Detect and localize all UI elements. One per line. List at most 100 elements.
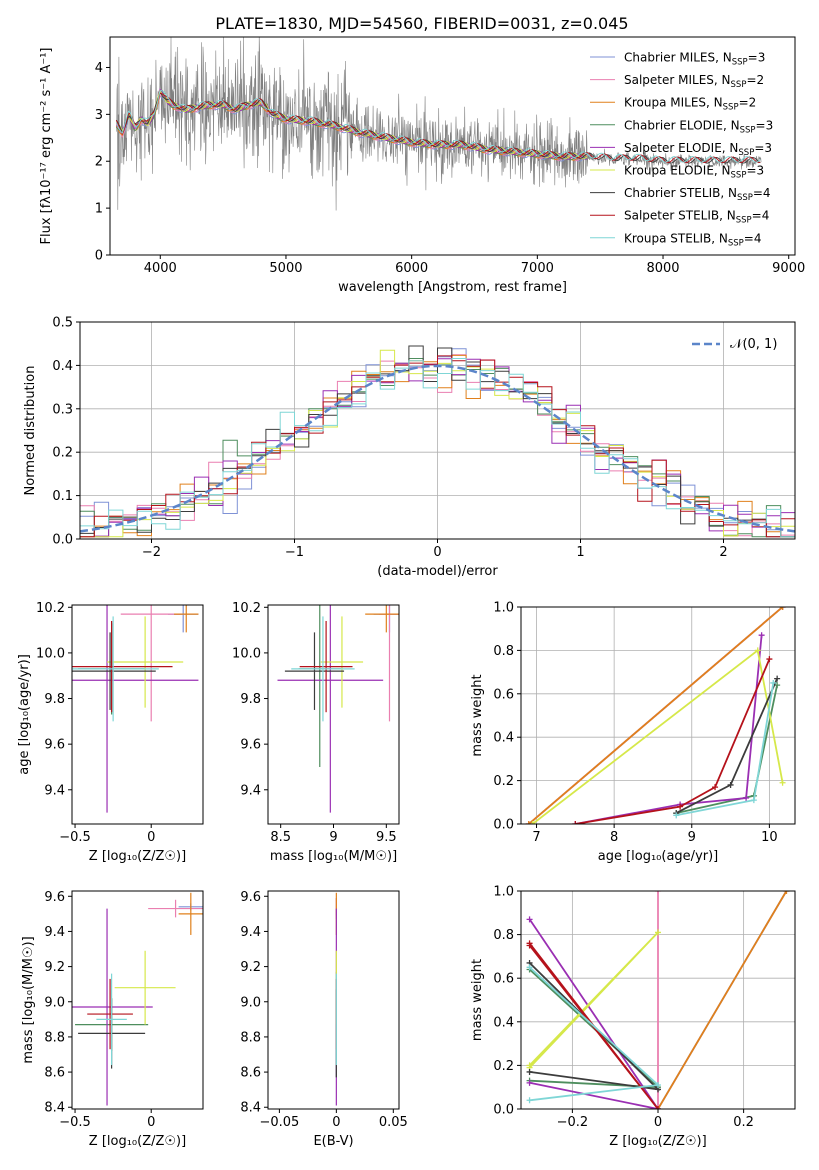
massweight-line-5 [528,931,659,1069]
y-tick-label: 0 [95,249,103,264]
plot-area [526,891,790,1109]
x-tick-label: 7000 [521,261,554,276]
x-tick-label: −2 [142,545,161,560]
legend-label: Kroupa ELODIE, NSSP=3 [624,164,764,181]
spectrum-legend: Chabrier MILES, NSSP=3 Salpeter MILES, NS… [590,51,773,248]
panel-mass-vs-ebv: −0.05 0 0.05 8.4 8.6 8.8 9.0 9.2 9.4 9.6 E(B-V) [240,890,407,1149]
histogram-8 [80,358,795,538]
legend-label: Salpeter STELIB, NSSP=4 [624,209,769,226]
histogram-7 [80,355,795,538]
axes-frame [267,604,400,825]
massweight-point [712,784,719,791]
y-tick-label: 4 [95,61,103,76]
x-tick-label: 0 [332,1115,340,1130]
y-tick-label: 9.0 [44,995,65,1010]
y-axis-label: mass weight [470,674,485,756]
y-tick-label: 1 [95,202,103,217]
massweight-line-6 [675,678,778,814]
normal-curve [80,364,795,533]
x-tick-label: 10 [761,830,778,845]
x-tick-label: −0.05 [259,1115,299,1130]
y-tick-label: 8.6 [240,1066,261,1081]
legend-label: Kroupa MILES, NSSP=2 [624,96,756,113]
y-tick-label: 0.0 [52,533,73,548]
x-tick-label: 0.2 [733,1115,754,1130]
massweight-point [754,647,761,654]
x-tick-label: 8 [610,830,618,845]
x-tick-label: −0.5 [59,830,91,845]
y-axis-label: age [log₁₀(age/yr)] [17,654,32,775]
y-tick-label: 9.6 [240,738,261,753]
y-axis-label: mass weight [470,959,485,1041]
massweight-point [727,781,734,788]
massweight-point [779,607,786,610]
y-tick-label: 0.5 [52,316,73,331]
plot-area [277,605,399,813]
y-tick-label: 0.0 [493,818,514,833]
y-tick-label: 0.8 [493,644,514,659]
panel-massweight-vs-Z: −0.2 0 0.2 0.0 0.2 0.4 0.6 0.8 1.0 Z [log₁₀(Z/Z☉)… [470,885,796,1149]
y-tick-label: 9.6 [44,738,65,753]
massweight-point [526,1079,533,1086]
y-axis-label: Flux [fλ10⁻¹⁷ erg cm⁻² s⁻¹ A⁻¹] [39,48,54,245]
panel-residuals: −2 −1 0 1 2 0.0 0.1 0.2 0.3 0.4 0.5 (data-model)/er… [23,316,796,579]
panel-age-vs-mass: 8.5 9 9.5 9.4 9.6 9.8 10.0 10.2 mass [log₁₀(M/M☉… [232,601,400,864]
massweight-point [572,821,579,824]
y-tick-label: 10.0 [232,646,261,661]
massweight-line-4 [575,635,763,824]
x-tick-label: −0.5 [59,1115,91,1130]
plot-area [525,607,786,824]
y-tick-label: 9.4 [240,925,261,940]
y-tick-label: 0.6 [493,972,514,987]
y-axis-label: mass [log₁₀(M/M☉)] [21,936,36,1063]
x-tick-label: 9.5 [376,830,397,845]
axes-frame [71,604,204,825]
y-tick-label: 0.2 [493,774,514,789]
panel-mass-vs-Z: −0.5 0 8.4 8.6 8.8 9.0 9.2 9.4 9.6 Z [log₁₀(Z/Z☉)… [21,890,204,1149]
x-axis-label: Z [log₁₀(Z/Z☉)] [89,1134,186,1149]
y-tick-label: 0.2 [52,446,73,461]
y-tick-label: 10.0 [36,646,65,661]
y-tick-label: 9.8 [44,692,65,707]
x-tick-label: 2 [719,545,727,560]
massweight-point [774,675,781,682]
y-tick-label: 0.6 [493,687,514,702]
y-tick-label: 9.6 [240,890,261,905]
y-tick-label: 8.8 [44,1030,65,1045]
x-axis-label: (data-model)/error [377,564,498,579]
massweight-point [526,940,533,947]
x-tick-label: 5000 [269,261,302,276]
massweight-point [770,679,777,686]
panel-age-vs-Z: −0.5 0 9.4 9.6 9.8 10.0 10.2 Z [log₁₀(Z/Z☉)] age… [17,601,204,864]
y-tick-label: 9.4 [240,783,261,798]
panel-spectrum: 4000 5000 6000 7000 8000 9000 0 1 2 3 4 wavelength … [39,36,805,295]
massweight-point [529,821,536,824]
legend-label: Kroupa STELIB, NSSP=4 [624,231,762,248]
massweight-line-2 [528,607,784,824]
y-tick-label: 0.4 [493,1015,514,1030]
plot-area [72,892,203,1106]
plot-area [115,37,762,211]
legend-label: Salpeter ELODIE, NSSP=3 [624,141,772,158]
x-tick-label: 9 [688,830,696,845]
x-axis-label: Z [log₁₀(Z/Z☉)] [89,849,186,864]
y-tick-label: 0.4 [52,359,73,374]
massweight-point [766,656,773,663]
y-tick-label: 9.2 [240,960,261,975]
x-tick-label: 9000 [772,261,805,276]
y-tick-label: 8.4 [240,1101,261,1116]
x-tick-label: −0.2 [557,1115,589,1130]
y-tick-label: 1.0 [493,885,514,900]
y-tick-label: 3 [95,108,103,123]
massweight-point [526,916,533,923]
y-tick-label: 9.8 [240,692,261,707]
x-tick-label: 8.5 [270,830,291,845]
y-tick-label: 0.2 [493,1059,514,1074]
massweight-line-7 [528,942,659,1109]
x-tick-label: 0 [147,1115,155,1130]
massweight-point [655,1082,661,1089]
y-tick-label: 0.4 [493,731,514,746]
y-tick-label: 0.8 [493,928,514,943]
axes-frame [520,606,796,825]
